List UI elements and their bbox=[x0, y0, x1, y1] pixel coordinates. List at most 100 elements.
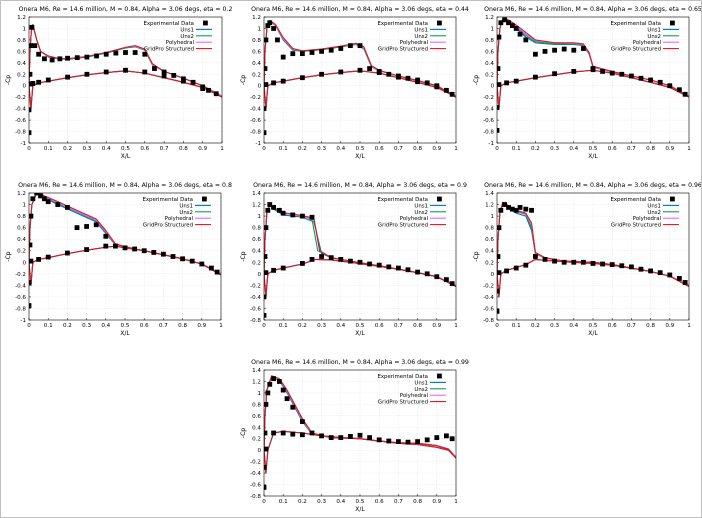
plot-frame bbox=[263, 192, 457, 321]
legend-label: Experimental Data bbox=[377, 374, 428, 380]
data-point-marker bbox=[542, 256, 548, 262]
data-point-marker bbox=[45, 254, 51, 260]
data-point-marker bbox=[84, 54, 90, 60]
y-tick-label: 0.8 bbox=[485, 226, 494, 232]
data-point-marker bbox=[497, 34, 502, 40]
data-point-marker bbox=[657, 270, 663, 276]
y-tick-label: -0.2 bbox=[483, 283, 494, 289]
x-tick-label: 0.4 bbox=[101, 323, 110, 329]
data-point-marker bbox=[265, 390, 271, 396]
data-point-marker bbox=[328, 255, 334, 261]
y-tick-label: 0.8 bbox=[17, 38, 26, 44]
y-tick-label: 1 bbox=[490, 214, 494, 220]
x-axis-label: X/L bbox=[588, 330, 598, 337]
x-tick-label: 0.3 bbox=[317, 323, 326, 329]
x-tick-label: 0.8 bbox=[413, 499, 422, 505]
data-point-marker bbox=[338, 435, 344, 440]
data-point-marker bbox=[271, 430, 276, 436]
data-point-marker bbox=[376, 437, 382, 443]
x-tick-label: 0.3 bbox=[82, 323, 91, 329]
x-tick-label: 0.6 bbox=[375, 146, 384, 152]
data-point-marker bbox=[29, 213, 34, 219]
data-point-marker bbox=[300, 213, 305, 219]
legend-marker bbox=[670, 20, 675, 26]
plot-frame bbox=[28, 192, 222, 321]
data-point-marker bbox=[328, 435, 334, 440]
legend-label: Experimental Data bbox=[610, 197, 661, 203]
data-point-marker bbox=[376, 262, 382, 268]
chart-title: Onera M6, Re = 14.6 million, M = 0.84, A… bbox=[484, 6, 702, 13]
y-tick-label: 0.2 bbox=[252, 437, 261, 443]
y-tick-label: -0.8 bbox=[250, 130, 261, 136]
y-tick-label: 0 bbox=[22, 260, 26, 266]
data-point-marker bbox=[309, 430, 315, 436]
plot-frame bbox=[496, 192, 690, 321]
data-point-marker bbox=[444, 433, 449, 439]
x-tick-label: 0.4 bbox=[336, 323, 345, 329]
legend-label: Polyhedral bbox=[166, 40, 194, 46]
x-tick-label: 0 bbox=[495, 146, 499, 152]
plot-area bbox=[264, 202, 456, 318]
data-point-marker bbox=[504, 268, 509, 274]
y-tick-label: 0 bbox=[490, 272, 494, 278]
data-point-marker bbox=[498, 207, 504, 213]
data-point-marker bbox=[590, 261, 596, 266]
data-point-marker bbox=[682, 280, 688, 285]
data-point-marker bbox=[619, 71, 625, 77]
data-point-marker bbox=[280, 430, 286, 436]
legend-label: Uns2 bbox=[414, 34, 428, 40]
y-tick-label: 1.2 bbox=[252, 203, 261, 209]
legend-marker bbox=[202, 196, 207, 202]
data-point-marker bbox=[152, 66, 157, 71]
x-axis-label: X/L bbox=[355, 506, 365, 513]
data-point-marker bbox=[74, 55, 80, 61]
y-tick-label: -0.4 bbox=[15, 283, 26, 289]
data-point-marker bbox=[29, 242, 33, 248]
y-tick-label: -0.2 bbox=[250, 95, 261, 101]
data-point-marker bbox=[502, 17, 508, 23]
x-tick-label: 0.6 bbox=[608, 146, 617, 152]
y-axis-label: -Cp bbox=[240, 75, 247, 85]
data-point-marker bbox=[161, 251, 166, 257]
y-tick-label: 0.2 bbox=[485, 260, 494, 266]
x-tick-label: 0 bbox=[262, 146, 266, 152]
data-point-marker bbox=[517, 31, 523, 37]
x-tick-label: 0 bbox=[27, 323, 31, 329]
legend-marker bbox=[437, 20, 442, 26]
data-point-marker bbox=[542, 48, 548, 54]
data-point-marker bbox=[142, 69, 148, 75]
data-point-marker bbox=[590, 67, 596, 73]
data-point-marker bbox=[405, 75, 411, 81]
x-tick-label: 0.2 bbox=[298, 499, 307, 505]
data-point-marker bbox=[36, 256, 41, 262]
x-tick-label: 0.5 bbox=[356, 323, 365, 329]
data-point-marker bbox=[619, 263, 625, 269]
data-point-marker bbox=[509, 206, 515, 212]
legend-marker bbox=[437, 373, 442, 379]
chart-panel-2: Onera M6, Re = 14.6 million, M = 0.84, A… bbox=[240, 6, 469, 160]
x-tick-label: 0.5 bbox=[121, 323, 130, 329]
data-point-marker bbox=[280, 387, 286, 393]
y-tick-label: 0.6 bbox=[252, 414, 261, 420]
y-tick-label: 1 bbox=[22, 26, 26, 32]
y-tick-label: 0.2 bbox=[252, 260, 261, 266]
data-point-marker bbox=[29, 71, 33, 77]
x-tick-label: 1 bbox=[454, 323, 458, 329]
chart-title: Onera M6, Re = 14.6 million, M = 0.84, A… bbox=[19, 6, 233, 13]
x-tick-label: 1 bbox=[454, 499, 458, 505]
y-tick-label: -1 bbox=[20, 318, 26, 324]
y-axis-label: -Cp bbox=[240, 251, 247, 261]
data-point-marker bbox=[638, 75, 644, 81]
data-point-marker bbox=[319, 71, 324, 77]
data-point-marker bbox=[300, 432, 305, 438]
x-tick-label: 0.7 bbox=[160, 146, 169, 152]
data-point-marker bbox=[29, 43, 34, 49]
y-tick-label: -0.2 bbox=[483, 95, 494, 101]
x-tick-label: 0.3 bbox=[317, 499, 326, 505]
data-point-marker bbox=[405, 439, 411, 445]
data-point-marker bbox=[180, 256, 185, 262]
y-tick-label: 0.6 bbox=[252, 237, 261, 243]
data-point-marker bbox=[41, 196, 47, 202]
data-point-marker bbox=[84, 71, 90, 77]
